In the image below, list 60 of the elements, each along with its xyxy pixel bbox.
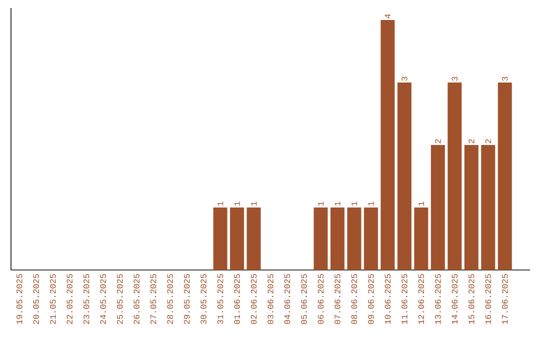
x-tick-label: 17.06.2025 [502, 274, 508, 324]
data-label: 1 [318, 202, 324, 206]
x-tick-label: 23.05.2025 [83, 274, 90, 324]
data-label: 1 [217, 202, 224, 206]
bar [314, 208, 328, 270]
data-label: 1 [368, 202, 374, 206]
x-tick-label: 24.05.2025 [100, 274, 106, 324]
x-tick-label: 05.06.2025 [301, 274, 307, 324]
bar [380, 20, 395, 270]
x-tick-label: 21.05.2025 [50, 274, 56, 324]
data-label: 2 [468, 139, 474, 144]
data-label: 1 [351, 202, 358, 206]
bar [230, 208, 244, 270]
x-tick-label: 16.06.2025 [485, 274, 492, 324]
data-label: 1 [234, 202, 240, 206]
data-label: 3 [502, 76, 508, 81]
x-tick-label: 09.06.2025 [368, 274, 374, 324]
x-tick-label: 26.05.2025 [134, 274, 140, 324]
data-label: 1 [418, 202, 424, 206]
x-tick-label: 13.06.2025 [435, 274, 441, 324]
bar [414, 208, 428, 270]
bar [397, 82, 412, 270]
x-tick-label: 25.05.2025 [116, 274, 123, 324]
x-tick-label: 11.06.2025 [402, 274, 408, 324]
bar [246, 208, 261, 270]
x-tick-label: 10.06.2025 [384, 274, 391, 324]
bar [464, 145, 478, 270]
bar [347, 208, 362, 270]
x-tick-label: 15.06.2025 [468, 274, 474, 324]
x-tick-label: 01.06.2025 [234, 274, 240, 324]
bar [213, 208, 228, 270]
x-tick-label: 30.05.2025 [200, 274, 206, 324]
bar [430, 145, 445, 270]
x-tick-label: 27.05.2025 [150, 274, 156, 324]
bar [498, 82, 512, 270]
x-tick-label: 07.06.2025 [334, 274, 340, 324]
bar [330, 208, 344, 270]
x-tick-label: 08.06.2025 [351, 274, 358, 324]
bar [448, 82, 462, 270]
x-tick-label: 04.06.2025 [284, 274, 290, 324]
x-tick-label: 31.05.2025 [217, 274, 224, 324]
bar [364, 208, 378, 270]
data-label: 2 [485, 139, 491, 144]
x-tick-label: 06.06.2025 [318, 274, 324, 324]
data-label: 3 [402, 76, 408, 81]
x-tick-label: 12.06.2025 [418, 274, 424, 324]
x-tick-label: 22.05.2025 [66, 274, 72, 324]
x-tick-label: 02.06.2025 [250, 274, 257, 324]
x-tick-label: 29.05.2025 [184, 274, 190, 324]
data-label: 1 [334, 202, 340, 206]
x-tick-label: 20.05.2025 [33, 274, 39, 324]
data-label: 1 [250, 202, 257, 206]
data-label: 2 [435, 139, 441, 144]
x-tick-label: 28.05.2025 [167, 274, 173, 324]
x-tick-label: 03.06.2025 [268, 274, 274, 324]
x-tick-label: 14.06.2025 [452, 274, 458, 324]
bar [481, 145, 496, 270]
data-label: 4 [384, 14, 390, 18]
x-tick-label: 19.05.2025 [16, 274, 22, 324]
data-label: 3 [452, 76, 458, 81]
